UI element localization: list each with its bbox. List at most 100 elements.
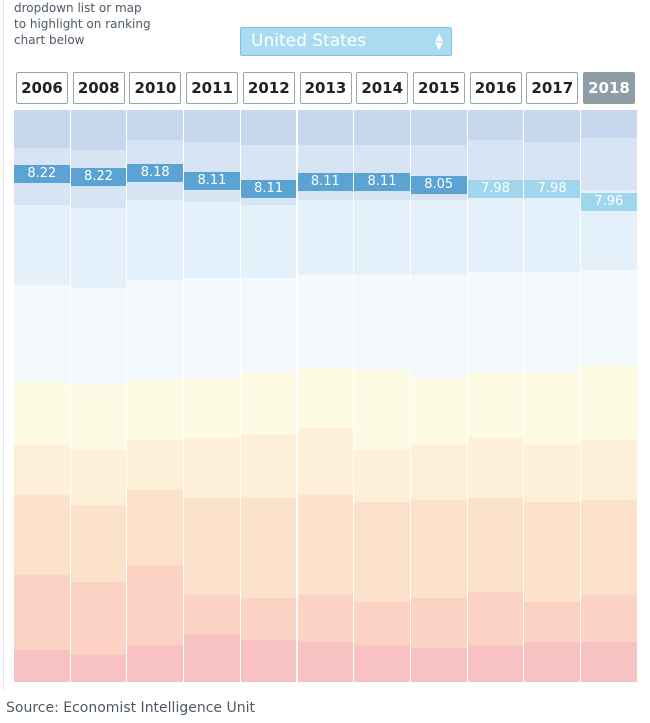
- rank-band: [297, 595, 354, 642]
- score-label: 8.11: [184, 172, 240, 190]
- rank-band: [581, 270, 637, 365]
- rank-band: [524, 502, 580, 602]
- rank-band: [410, 598, 467, 648]
- year-button[interactable]: 2018: [583, 72, 635, 104]
- year-button[interactable]: 2006: [16, 72, 68, 104]
- year-button[interactable]: 2008: [72, 72, 125, 104]
- rank-band: [581, 138, 637, 190]
- rank-band: [581, 642, 637, 682]
- rank-band: [581, 365, 637, 440]
- rank-band: [14, 445, 70, 495]
- score-label: 8.11: [297, 173, 354, 191]
- year-column: 8.05: [410, 110, 467, 682]
- rank-band: [240, 640, 297, 682]
- rank-band: [127, 565, 184, 645]
- year-column: 8.11: [184, 110, 240, 682]
- rank-band: [354, 275, 410, 370]
- rank-band: [581, 110, 637, 138]
- score-label: 8.18: [127, 164, 184, 182]
- rank-band: [354, 450, 410, 502]
- rank-band: [70, 655, 127, 682]
- rank-band: [467, 438, 524, 498]
- rank-band: [524, 272, 580, 372]
- rank-band: [240, 435, 297, 498]
- rank-band: [14, 575, 70, 650]
- rank-band: [581, 500, 637, 595]
- rank-band: [127, 110, 184, 140]
- rank-band: [14, 495, 70, 575]
- score-label: 8.05: [410, 176, 467, 194]
- rank-band: [581, 595, 637, 642]
- rank-band: [184, 595, 240, 635]
- year-column: 7.98: [524, 110, 580, 682]
- rank-band: [354, 602, 410, 645]
- source: Source: Economist Intelligence Unit: [6, 700, 255, 716]
- rank-band: [70, 110, 127, 150]
- intro-line: to highlight on ranking: [14, 17, 151, 31]
- score-label: 7.96: [581, 193, 637, 211]
- rank-band: [240, 498, 297, 598]
- year-button[interactable]: 2014: [356, 72, 409, 104]
- score-label: 8.22: [70, 168, 127, 186]
- rank-band: [354, 200, 410, 275]
- rank-band: [14, 205, 70, 285]
- rank-band: [467, 498, 524, 592]
- rank-band: [184, 110, 240, 142]
- rank-band: [240, 110, 297, 145]
- rank-band: [184, 202, 240, 278]
- year-button[interactable]: 2015: [412, 72, 465, 104]
- score-label: 8.22: [14, 165, 70, 183]
- rank-band: [467, 372, 524, 438]
- year-column: 8.11: [354, 110, 410, 682]
- year-button[interactable]: 2011: [186, 72, 239, 104]
- rank-band: [70, 582, 127, 655]
- rank-band: [524, 110, 580, 142]
- rank-band: [297, 428, 354, 495]
- rank-band: [184, 278, 240, 378]
- rank-band: [127, 200, 184, 280]
- rank-band: [127, 645, 184, 682]
- country-dropdown[interactable]: United States ▲ ▼: [240, 27, 452, 56]
- rank-band: [184, 498, 240, 595]
- edge: [3, 0, 4, 690]
- intro-line: dropdown list or map: [14, 1, 142, 15]
- rank-band: [14, 382, 70, 445]
- rank-band: [354, 370, 410, 450]
- rank-band: [410, 275, 467, 378]
- year-button[interactable]: 2016: [469, 72, 522, 104]
- rank-band: [240, 372, 297, 435]
- rank-band: [524, 372, 580, 445]
- year-column: 8.11: [297, 110, 354, 682]
- rank-band: [297, 368, 354, 428]
- rank-band: [354, 110, 410, 145]
- rank-band: [184, 438, 240, 498]
- rank-band: [467, 195, 524, 272]
- rank-band: [467, 592, 524, 645]
- rank-band: [127, 280, 184, 380]
- rank-band: [467, 110, 524, 140]
- year-button[interactable]: 2010: [129, 72, 182, 104]
- score-label: 7.98: [524, 180, 580, 198]
- rank-band: [70, 505, 127, 582]
- year-button[interactable]: 2013: [299, 72, 352, 104]
- rank-band: [467, 272, 524, 372]
- rank-band: [297, 200, 354, 275]
- year-column: 7.96: [581, 110, 637, 682]
- rank-band: [184, 378, 240, 438]
- year-button[interactable]: 2012: [242, 72, 295, 104]
- rank-band: [354, 502, 410, 602]
- rank-band: [14, 285, 70, 382]
- rank-band: [410, 648, 467, 682]
- rank-band: [297, 275, 354, 368]
- score-label: 8.11: [240, 180, 297, 198]
- year-button[interactable]: 2017: [526, 72, 579, 104]
- year-column: 8.18: [127, 110, 184, 682]
- rank-band: [297, 642, 354, 682]
- rank-band: [467, 645, 524, 682]
- rank-band: [70, 208, 127, 288]
- rank-band: [524, 445, 580, 502]
- rank-band: [524, 602, 580, 642]
- rank-band: [70, 450, 127, 505]
- rank-band: [240, 598, 297, 640]
